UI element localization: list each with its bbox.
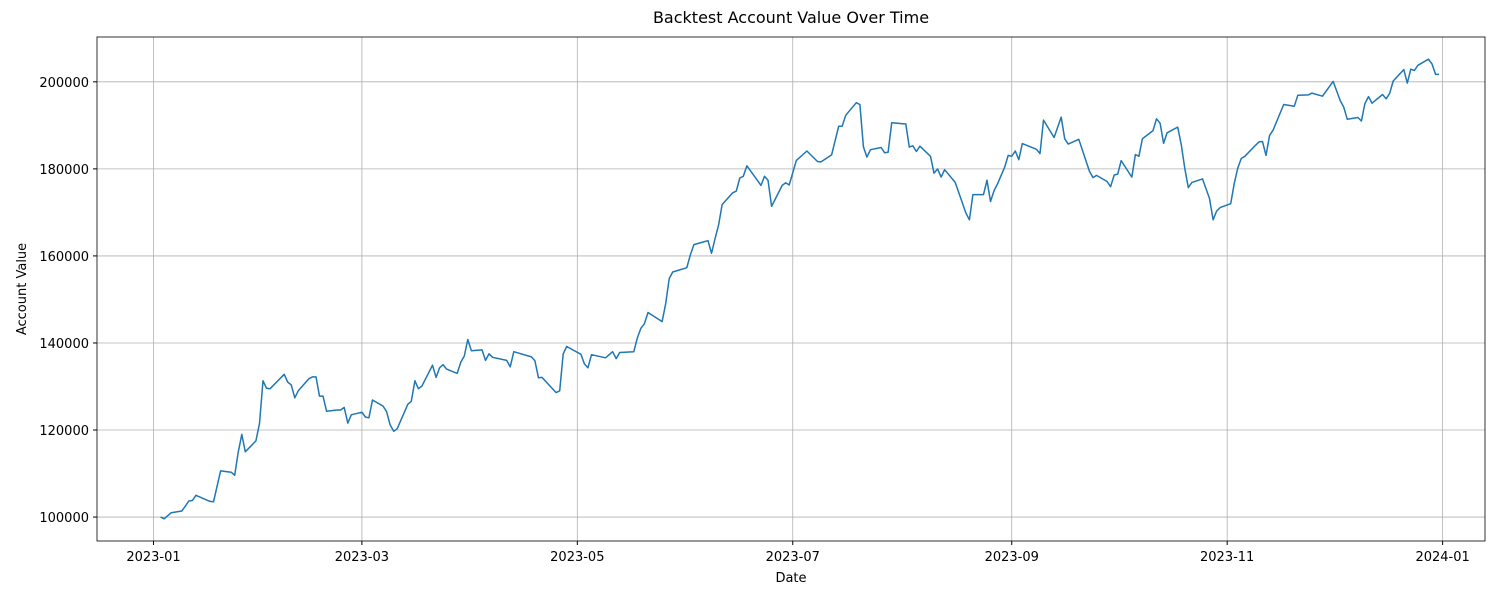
- y-tick-label: 120000: [39, 424, 89, 439]
- y-tick-label: 180000: [39, 163, 89, 178]
- y-tick-label: 200000: [39, 76, 89, 91]
- data-line: [160, 58, 1440, 520]
- y-tick-label: 160000: [39, 250, 89, 265]
- x-tick-label: 2023-01: [126, 550, 180, 565]
- x-tick-label: 2023-07: [766, 550, 820, 565]
- y-tick-label: 100000: [39, 511, 89, 526]
- chart-title: Backtest Account Value Over Time: [653, 8, 929, 27]
- x-tick-label: 2024-01: [1415, 550, 1469, 565]
- y-axis-label: Account Value: [15, 243, 30, 335]
- x-axis-label: Date: [775, 571, 806, 586]
- plot-frame: [96, 36, 1486, 542]
- x-tick-label: 2023-11: [1200, 550, 1254, 565]
- y-tick-label: 140000: [39, 337, 89, 352]
- x-tick-label: 2023-03: [335, 550, 389, 565]
- x-tick-label: 2023-09: [985, 550, 1039, 565]
- x-tick-label: 2023-05: [550, 550, 604, 565]
